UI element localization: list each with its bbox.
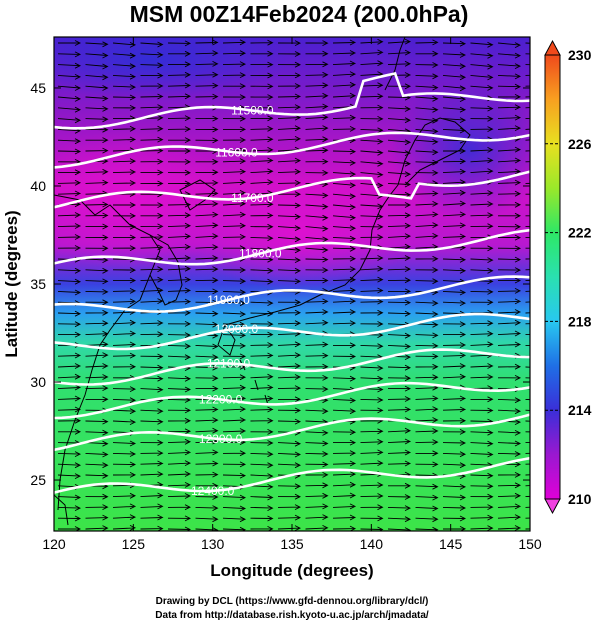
height-contour-label: 12200.0 [199, 392, 243, 406]
height-contour-label: 12400.0 [191, 484, 235, 498]
x-tick-label: 135 [280, 536, 304, 552]
y-tick-label: 40 [30, 178, 46, 194]
height-contour-line [54, 170, 530, 209]
colorbar-tick-label: 218 [568, 313, 592, 329]
x-tick-label: 125 [122, 536, 146, 552]
height-contour-line [54, 312, 530, 351]
x-tick-label: 120 [42, 536, 66, 552]
height-contour-line [54, 413, 530, 452]
y-axis-label: Latitude (degrees) [2, 210, 21, 357]
colorbar: 210 214 218 222 226 230 [544, 39, 592, 515]
height-contour-line [54, 228, 530, 266]
x-tick-label: 140 [360, 536, 384, 552]
colorbar-min-triangle [544, 498, 561, 515]
wind-arrow-field [57, 38, 530, 531]
height-contour-label: 12100.0 [207, 356, 251, 370]
height-contour-line [54, 381, 530, 420]
height-contours: 11500.0 11600.0 11700.0 11800.0 11900.0 12000… [54, 71, 530, 498]
colorbar-tick-label: 226 [568, 136, 592, 152]
colorbar-scale [544, 54, 561, 500]
colorbar-ticks: 210 214 218 222 226 230 [545, 47, 592, 507]
sakhalin-coast [384, 37, 406, 91]
cold-core-north [54, 37, 290, 100]
height-contour-label: 11800.0 [239, 246, 282, 260]
y-tick-label: 30 [30, 374, 46, 390]
china-coastline [54, 194, 161, 511]
height-contour-label: 11500.0 [231, 104, 274, 118]
x-axis: 120 125 130 135 140 145 150 [42, 37, 542, 552]
y-tick-label: 35 [30, 276, 46, 292]
colorbar-tick-label: 230 [568, 47, 592, 63]
height-contour-line [54, 456, 530, 494]
y-tick-label: 25 [30, 472, 46, 488]
x-tick-label: 145 [439, 536, 463, 552]
wind-vectors [57, 38, 530, 531]
height-contour-label: 11600.0 [215, 145, 258, 159]
height-contour-label: 11700.0 [231, 191, 274, 205]
colorbar-max-triangle [544, 39, 561, 56]
colorbar-tick-label: 210 [568, 491, 592, 507]
colorbar-tick-label: 214 [568, 402, 592, 418]
height-contour-line [54, 275, 530, 313]
credit-line-1: Drawing by DCL (https://www.gfd-dennou.o… [156, 596, 429, 607]
x-tick-label: 130 [201, 536, 225, 552]
credit-line-2: Data from http://database.rish.kyoto-u.a… [155, 610, 429, 621]
height-contour-line [54, 348, 530, 386]
height-contour-label: 12300.0 [199, 432, 243, 446]
height-contour-line [54, 71, 530, 130]
height-contour-label: 12000.0 [215, 322, 259, 336]
y-axis: 25 30 35 40 45 [30, 80, 530, 488]
x-axis-label: Longitude (degrees) [210, 561, 373, 580]
x-tick-label: 150 [518, 536, 542, 552]
liaodong-coast [179, 179, 216, 211]
hokkaido-coast [397, 117, 471, 186]
plot-area: 11500.0 11600.0 11700.0 11800.0 11900.0 12000… [54, 37, 530, 531]
y-tick-label: 45 [30, 80, 46, 96]
height-contour-line [54, 131, 530, 169]
map-title: MSM 00Z14Feb2024 (200.0hPa) [130, 1, 469, 27]
height-contour-label: 11900.0 [207, 293, 250, 307]
colorbar-tick-label: 222 [568, 225, 592, 241]
